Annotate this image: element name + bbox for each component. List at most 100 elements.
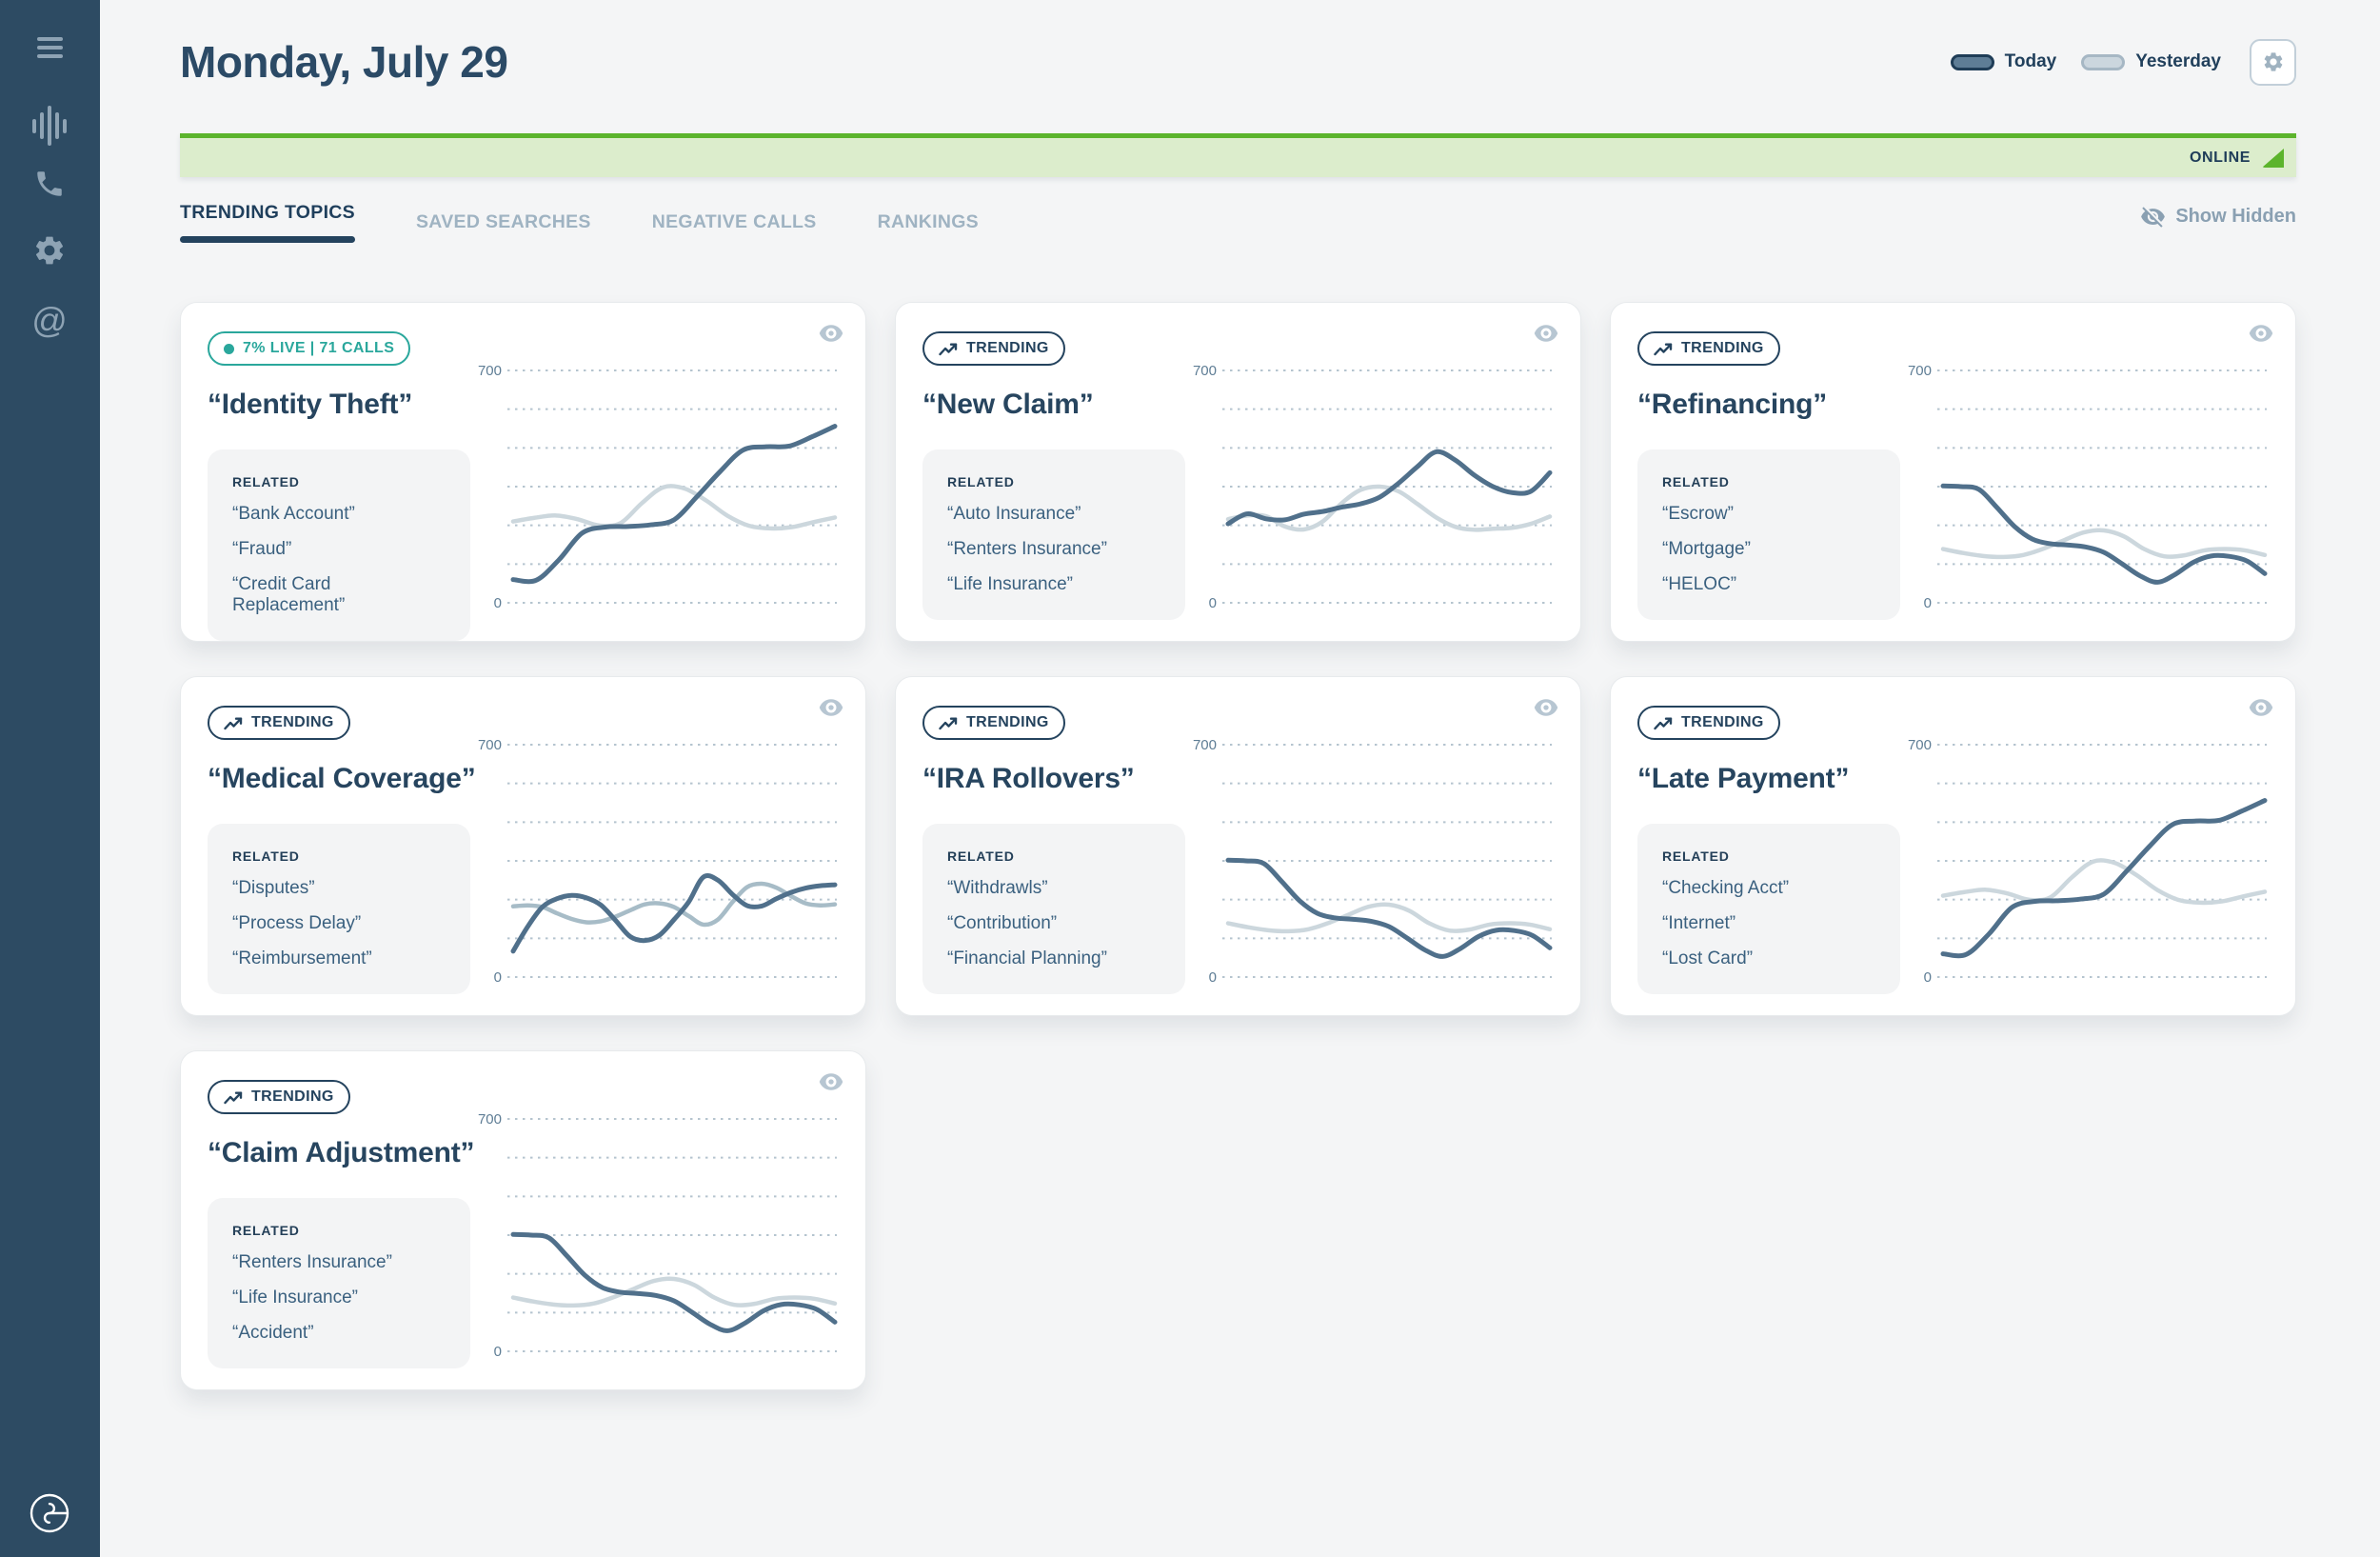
show-hidden-label: Show Hidden — [2175, 206, 2296, 227]
related-term: “Contribution” — [947, 913, 1058, 933]
topic-title: “Medical Coverage” — [208, 763, 476, 794]
svg-text:700: 700 — [478, 1111, 502, 1128]
related-term: “Credit Card Replacement” — [232, 574, 346, 615]
related-term: “Accident” — [232, 1323, 314, 1343]
sidebar-item-calls[interactable] — [29, 163, 70, 205]
related-label: RELATED — [232, 1223, 300, 1238]
hide-topic-eye-button[interactable] — [1533, 320, 1559, 349]
topic-badge: 7% LIVE | 71 CALLS — [208, 331, 411, 366]
settings-button[interactable] — [2250, 38, 2296, 86]
topic-chart-area: 700 0 — [1184, 356, 1557, 615]
hide-topic-eye-button[interactable] — [818, 1068, 844, 1098]
topic-card: TRENDING “IRA Rollovers” RELATED “Withdr… — [895, 676, 1581, 1016]
hide-topic-eye-button[interactable] — [2248, 320, 2274, 349]
topic-badge: TRENDING — [1637, 706, 1780, 740]
svg-text:0: 0 — [494, 1344, 502, 1360]
signal-triangle-icon — [2262, 148, 2284, 168]
related-term: “Withdrawls” — [947, 878, 1048, 898]
header-controls: Today Yesterday — [1950, 38, 2296, 86]
tab-label: NEGATIVE CALLS — [651, 211, 817, 232]
tab-negative-calls[interactable]: NEGATIVE CALLS — [652, 202, 817, 243]
related-label: RELATED — [232, 848, 300, 864]
related-label: RELATED — [1662, 474, 1730, 489]
related-term: “Disputes” — [232, 878, 315, 898]
related-term: “Checking Acct” — [1662, 878, 1790, 898]
related-term: “Reimbursement” — [232, 948, 372, 968]
topic-card: TRENDING “Late Payment” RELATED “Checkin… — [1610, 676, 2296, 1016]
topic-badge: TRENDING — [208, 706, 350, 740]
topic-title: “IRA Rollovers” — [922, 763, 1135, 794]
sidebar-item-mentions[interactable]: @ — [29, 300, 70, 342]
related-label: RELATED — [947, 474, 1015, 489]
live-dot-icon — [224, 343, 234, 354]
svg-text:0: 0 — [1209, 969, 1217, 986]
topic-title: “Identity Theft” — [208, 389, 413, 420]
tab-rankings[interactable]: RANKINGS — [878, 202, 979, 243]
svg-text:0: 0 — [494, 595, 502, 611]
topic-line-chart: 700 0 — [478, 1111, 838, 1360]
gear-icon — [35, 236, 64, 265]
hide-topic-eye-button[interactable] — [818, 320, 844, 349]
related-term: “Process Delay” — [232, 913, 362, 933]
hamburger-icon — [36, 37, 63, 58]
hide-topic-eye-button[interactable] — [1533, 694, 1559, 724]
svg-text:700: 700 — [1908, 737, 1932, 753]
related-box: RELATED “Escrow” “Mortgage” “HELOC” — [1637, 449, 1900, 620]
related-term: “Renters Insurance” — [232, 1252, 392, 1272]
trending-up-icon — [224, 1091, 243, 1104]
related-term: “Internet” — [1662, 913, 1736, 933]
phone-icon — [37, 171, 62, 196]
related-box: RELATED “Disputes” “Process Delay” “Reim… — [208, 824, 470, 994]
eye-icon — [819, 325, 843, 342]
menu-button[interactable] — [29, 27, 70, 69]
svg-text:0: 0 — [1924, 969, 1932, 986]
related-term: “Auto Insurance” — [947, 504, 1081, 524]
badge-label: 7% LIVE | 71 CALLS — [243, 340, 395, 356]
topic-badge: TRENDING — [1637, 331, 1780, 366]
topic-chart-area: 700 0 — [469, 1105, 843, 1364]
legend-label: Today — [2004, 51, 2057, 71]
topic-chart-area: 700 0 — [469, 356, 843, 615]
gear-icon — [2264, 52, 2282, 71]
svg-text:700: 700 — [478, 363, 502, 379]
tab-saved-searches[interactable]: SAVED SEARCHES — [416, 202, 591, 243]
topic-cards-grid: 7% LIVE | 71 CALLS “Identity Theft” RELA… — [180, 302, 2296, 1390]
badge-label: TRENDING — [251, 1088, 334, 1105]
hide-topic-eye-button[interactable] — [2248, 694, 2274, 724]
related-term: “Life Insurance” — [947, 574, 1074, 594]
brand-logo-icon — [30, 1493, 69, 1533]
page-title: Monday, July 29 — [180, 37, 508, 87]
trending-up-icon — [939, 717, 958, 729]
sidebar-item-settings[interactable] — [29, 230, 70, 271]
topic-card: TRENDING “Medical Coverage” RELATED “Dis… — [180, 676, 866, 1016]
eye-icon — [819, 699, 843, 716]
related-box: RELATED “Checking Acct” “Internet” “Lost… — [1637, 824, 1900, 994]
related-term: “Lost Card” — [1662, 948, 1754, 968]
tab-trending-topics[interactable]: TRENDING TOPICS — [180, 202, 355, 243]
sidebar-item-call-analytics[interactable] — [29, 105, 70, 147]
tab-label: RANKINGS — [877, 211, 979, 232]
eye-icon — [1534, 699, 1558, 716]
topic-line-chart: 700 0 — [1908, 737, 2268, 986]
related-label: RELATED — [1662, 848, 1730, 864]
related-term: “Bank Account” — [232, 504, 355, 524]
show-hidden-button[interactable]: Show Hidden — [2140, 204, 2296, 230]
related-label: RELATED — [947, 848, 1015, 864]
today-line-swatch — [1950, 53, 1994, 70]
related-box: RELATED “Bank Account” “Fraud” “Credit C… — [208, 449, 470, 641]
tab-label: SAVED SEARCHES — [416, 211, 591, 232]
sidebar: @ — [0, 0, 100, 1557]
legend-item-today: Today — [1950, 51, 2057, 72]
related-term: “Escrow” — [1662, 504, 1734, 524]
topic-chart-area: 700 0 — [1899, 356, 2272, 615]
topic-line-chart: 700 0 — [478, 737, 838, 986]
badge-label: TRENDING — [1681, 340, 1764, 356]
eye-off-icon — [2141, 207, 2166, 228]
hide-topic-eye-button[interactable] — [818, 694, 844, 724]
related-label: RELATED — [232, 474, 300, 489]
yesterday-line-swatch — [2081, 53, 2126, 70]
badge-label: TRENDING — [966, 714, 1049, 730]
topic-badge: TRENDING — [922, 331, 1065, 366]
topic-card: TRENDING “New Claim” RELATED “Auto Insur… — [895, 302, 1581, 642]
topic-title: “Refinancing” — [1637, 389, 1828, 420]
